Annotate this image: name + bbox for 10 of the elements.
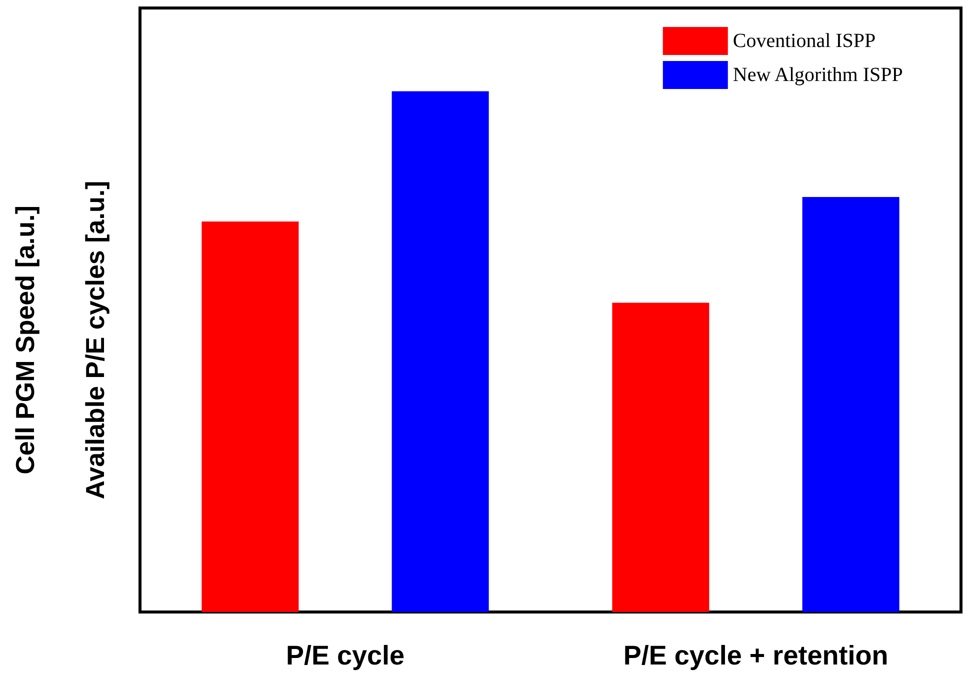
bar bbox=[202, 221, 299, 612]
text: Cell PGM Speed [a.u.] bbox=[10, 206, 40, 474]
x-tick-label: P/E cycle bbox=[286, 640, 405, 670]
bar bbox=[392, 91, 489, 612]
x-tick-label: P/E cycle + retention bbox=[623, 640, 888, 670]
bar bbox=[612, 302, 710, 612]
y-axis-title: Available P/E cycles [a.u.] bbox=[80, 180, 110, 500]
legend-label: New Algorithm ISPP bbox=[732, 64, 903, 86]
legend-label: Coventional ISPP bbox=[732, 30, 876, 52]
bar bbox=[802, 197, 900, 612]
